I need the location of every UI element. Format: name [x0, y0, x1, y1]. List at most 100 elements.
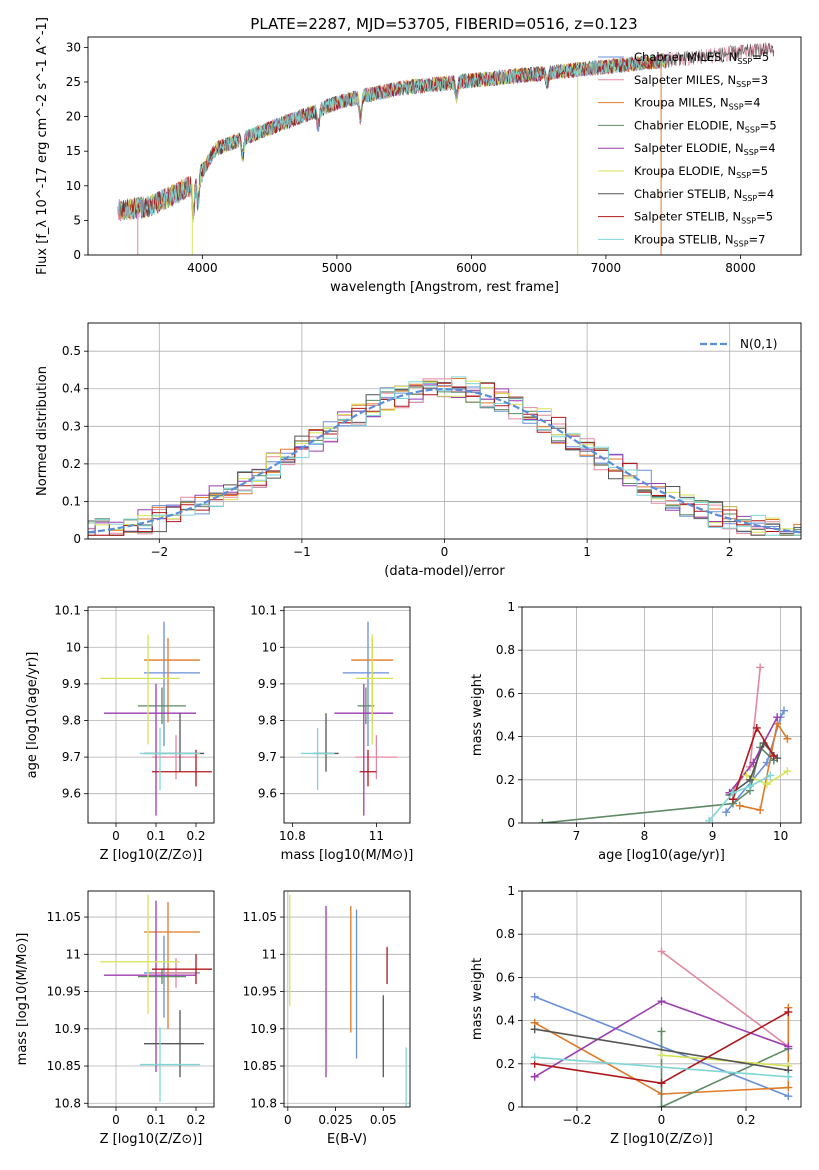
legend-nssp-eq: = — [744, 96, 754, 110]
legend-nssp-value: 3 — [761, 73, 768, 87]
y-tick-label: 0.4 — [496, 730, 515, 744]
y-axis-label: mass [log10(M/M⊙)] — [15, 933, 30, 1066]
spectrum-line — [120, 53, 667, 221]
y-tick-label: 0.2 — [62, 457, 81, 471]
legend-model-name: Chabrier MILES — [634, 50, 721, 64]
y-tick-label: 9.8 — [62, 713, 81, 727]
y-tick-label: 5 — [73, 213, 81, 227]
y-tick-label: 10.8 — [54, 1096, 81, 1110]
y-tick-label: 0.5 — [62, 344, 81, 358]
legend-model-name: Kroupa STELIB — [634, 232, 718, 246]
spectrum-line — [119, 53, 667, 221]
y-tick-label: 10.8 — [250, 1096, 277, 1110]
panel-mass_vs_ebv: 0 0.025 0.05 10.8 10.85 10.9 10.95 11 11.05 E(B-V… — [243, 890, 411, 1147]
x-tick-label: 11 — [369, 829, 384, 843]
legend-nssp-subscript: SSP — [729, 103, 744, 112]
series-line — [534, 1056, 789, 1078]
x-tick-label: 8000 — [725, 261, 756, 275]
x-tick-label: 0.2 — [186, 1113, 205, 1127]
legend-nssp-label: , N — [726, 187, 742, 201]
data-point — [530, 992, 539, 1001]
legend-nssp-label: , N — [713, 96, 729, 110]
y-tick-label: 11.05 — [47, 910, 81, 924]
x-tick-label: 0.2 — [186, 829, 205, 843]
y-tick-label: 10.85 — [47, 1059, 81, 1073]
y-tick-label: 11 — [262, 947, 277, 961]
y-tick-label: 0.8 — [496, 927, 515, 941]
y-tick-label: 30 — [66, 40, 81, 54]
y-tick-label: 0 — [507, 1100, 515, 1114]
plot-area — [522, 607, 801, 823]
legend-model-name: Chabrier ELODIE — [634, 118, 729, 132]
legend-nssp-label: , N — [729, 118, 745, 132]
data-point — [745, 782, 754, 791]
y-tick-label: 10.1 — [54, 604, 81, 618]
spectrum-line — [117, 53, 667, 219]
x-tick-label: 0 — [284, 1113, 292, 1127]
y-tick-label: 9.6 — [258, 787, 277, 801]
series-line — [661, 950, 789, 1048]
y-tick-label: 15 — [66, 144, 81, 158]
legend-model-name: Salpeter MILES — [634, 73, 720, 87]
plot-area — [284, 891, 410, 1107]
x-tick-label: 0.05 — [370, 1113, 397, 1127]
legend-model-name: Kroupa ELODIE — [634, 164, 720, 178]
y-tick-label: 1 — [507, 884, 515, 898]
legend-nssp-value: 5 — [769, 118, 776, 132]
data-point — [530, 1053, 539, 1062]
y-tick-label: 9.7 — [62, 750, 81, 764]
panel-age_vs_mass: 10.8 11 9.6 9.7 9.8 9.9 10 10.1 mass [log10(M/M⊙… — [250, 604, 413, 863]
plot-area — [117, 42, 775, 255]
y-tick-label: 9.6 — [62, 787, 81, 801]
data-point — [705, 816, 714, 823]
y-tick-label: 0 — [73, 248, 81, 262]
x-tick-label: 8 — [641, 829, 649, 843]
legend-entry: Chabrier STELIB, NSSP=4 — [634, 187, 774, 203]
figure-title: PLATE=2287, MJD=53705, FIBERID=0516, z=0… — [250, 15, 637, 33]
axes-frame — [283, 890, 411, 1108]
legend-entry: Chabrier MILES, NSSP=5 — [634, 50, 769, 66]
legend-nssp-value: 4 — [767, 187, 774, 201]
panel-weight_vs_age: 7 8 9 10 0 0.2 0.4 0.6 0.8 1 age [log10(age/yr)] ma… — [470, 600, 802, 863]
data-point — [657, 1027, 666, 1036]
legend-entry: Chabrier ELODIE, NSSP=5 — [634, 118, 777, 134]
plot-area — [88, 607, 214, 823]
x-axis-label: (data-model)/error — [384, 564, 505, 579]
y-axis-label: Normed distribution — [35, 366, 50, 496]
data-point — [530, 1072, 539, 1081]
data-point — [657, 947, 666, 956]
legend-model-name: Salpeter ELODIE — [634, 141, 728, 155]
histogram-step — [88, 376, 801, 536]
legend-entry: Kroupa STELIB, NSSP=7 — [634, 232, 766, 248]
data-point — [728, 788, 737, 797]
legend-nssp-subscript: SSP — [736, 171, 751, 180]
x-tick-label: 1 — [583, 545, 591, 559]
plot-area — [522, 891, 801, 1107]
panel-age_vs_Z: 0 0.1 0.2 9.6 9.7 9.8 9.9 10 10.1 Z [log10(Z/Z⊙)]… — [25, 604, 215, 863]
legend-nssp-subscript: SSP — [741, 217, 756, 226]
y-tick-label: 9.8 — [258, 713, 277, 727]
data-point — [742, 771, 751, 780]
normal-curve — [88, 387, 801, 534]
legend-nssp-subscript: SSP — [737, 57, 752, 66]
legend-nssp-value: 5 — [762, 50, 769, 64]
legend-nssp-value: 4 — [768, 141, 775, 155]
y-tick-label: 10.9 — [54, 1022, 81, 1036]
legend-nssp-value: 7 — [758, 232, 765, 246]
spectrum-line — [120, 53, 667, 222]
y-tick-label: 11 — [66, 947, 81, 961]
x-axis-label: Z [log10(Z/Z⊙)] — [610, 1132, 713, 1147]
x-tick-label: 0.1 — [146, 1113, 165, 1127]
y-tick-label: 0 — [73, 532, 81, 546]
legend-nssp-subscript: SSP — [734, 239, 749, 248]
y-tick-label: 0.4 — [496, 1014, 515, 1028]
legend-nssp-label: , N — [728, 141, 744, 155]
series-line — [708, 774, 771, 822]
legend-nssp-label: , N — [725, 210, 741, 224]
data-point — [762, 780, 771, 789]
legend-nssp-label: , N — [720, 73, 736, 87]
y-tick-label: 10 — [66, 179, 81, 193]
data-point — [530, 1025, 539, 1034]
data-point — [657, 997, 666, 1006]
y-tick-label: 10.95 — [47, 985, 81, 999]
